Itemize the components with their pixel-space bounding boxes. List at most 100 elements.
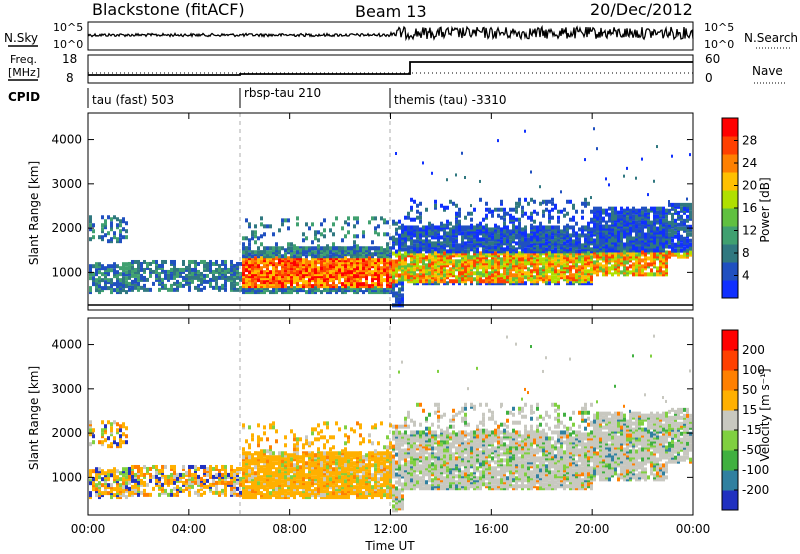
data-cell [296,276,299,281]
data-cell [605,270,608,275]
data-cell [611,232,614,237]
data-cell [674,248,677,253]
data-cell [158,287,161,292]
data-cell [392,275,395,280]
data-cell [413,225,416,230]
data-cell [404,231,407,236]
data-cell [293,260,296,265]
data-cell [680,254,683,259]
data-cell [194,480,197,485]
data-cell [191,267,194,272]
data-cell [620,270,623,275]
data-cell [284,451,287,456]
data-cell [110,442,113,447]
data-cell [554,247,557,252]
data-cell [371,216,374,221]
data-cell [485,223,488,228]
data-cell [686,197,688,201]
data-cell [245,485,248,490]
data-cell [527,253,530,258]
data-cell [185,265,188,270]
data-cell [98,489,101,494]
data-cell [617,258,620,263]
data-cell [98,440,101,445]
data-cell [383,262,386,267]
data-cell [119,483,122,488]
data-cell [257,284,260,289]
data-cell [596,206,599,211]
y-tick-label: 2000 [51,221,82,235]
data-cell [392,259,395,264]
data-cell [611,206,614,211]
data-cell [92,434,95,439]
data-cell [407,215,410,220]
data-cell [140,273,143,278]
data-cell [314,286,317,291]
data-cell [635,264,638,269]
data-cell [527,267,530,272]
data-cell [623,174,625,178]
data-cell [350,246,353,251]
data-cell [494,257,497,262]
data-cell [170,478,173,483]
data-cell [173,281,176,286]
data-cell [122,422,125,427]
data-cell [647,272,650,277]
data-cell [545,233,548,238]
data-cell [98,284,101,289]
data-cell [311,451,314,456]
data-cell [623,208,626,213]
data-cell [263,290,266,295]
data-cell [569,265,572,270]
data-cell [155,265,158,270]
data-cell [428,231,431,236]
data-cell [248,252,251,257]
data-cell [173,275,176,280]
data-cell [233,482,236,487]
data-cell [293,447,296,452]
data-cell [434,265,437,270]
data-cell [590,209,593,214]
data-cell [380,246,383,251]
data-cell [194,285,197,290]
data-cell [275,262,278,267]
data-cell [644,272,647,277]
data-cell [575,273,578,278]
data-cell [167,474,170,479]
data-cell [512,215,515,220]
data-cell [266,224,269,229]
data-cell [149,261,152,266]
data-cell [590,247,593,252]
data-cell [245,274,248,279]
data-cell [137,492,140,497]
data-cell [281,451,284,456]
data-cell [455,279,458,284]
data-cell [158,271,161,276]
data-cell [164,283,167,288]
data-cell [434,203,437,208]
data-cell [92,276,95,281]
data-cell [146,287,149,292]
data-cell [173,486,176,491]
data-cell [143,464,146,469]
data-cell [617,210,620,215]
data-cell [404,247,407,252]
data-cell [668,202,671,207]
data-cell [365,260,368,265]
data-cell [122,467,125,472]
cpid-segment-1: tau (fast) 503 [92,93,174,107]
data-cell [473,207,476,212]
data-cell [233,283,236,288]
data-cell [170,267,173,272]
data-cell [287,246,290,251]
data-cell [398,293,401,298]
data-cell [476,223,479,228]
data-cell [131,285,134,290]
data-cell [185,273,188,278]
data-cell [152,486,155,491]
cpid-segment-2: rbsp-tau 210 [244,86,321,100]
data-cell [431,261,434,266]
data-cell [296,471,299,476]
freq-label-2: [MHz] [8,66,40,79]
data-cell [194,275,197,280]
